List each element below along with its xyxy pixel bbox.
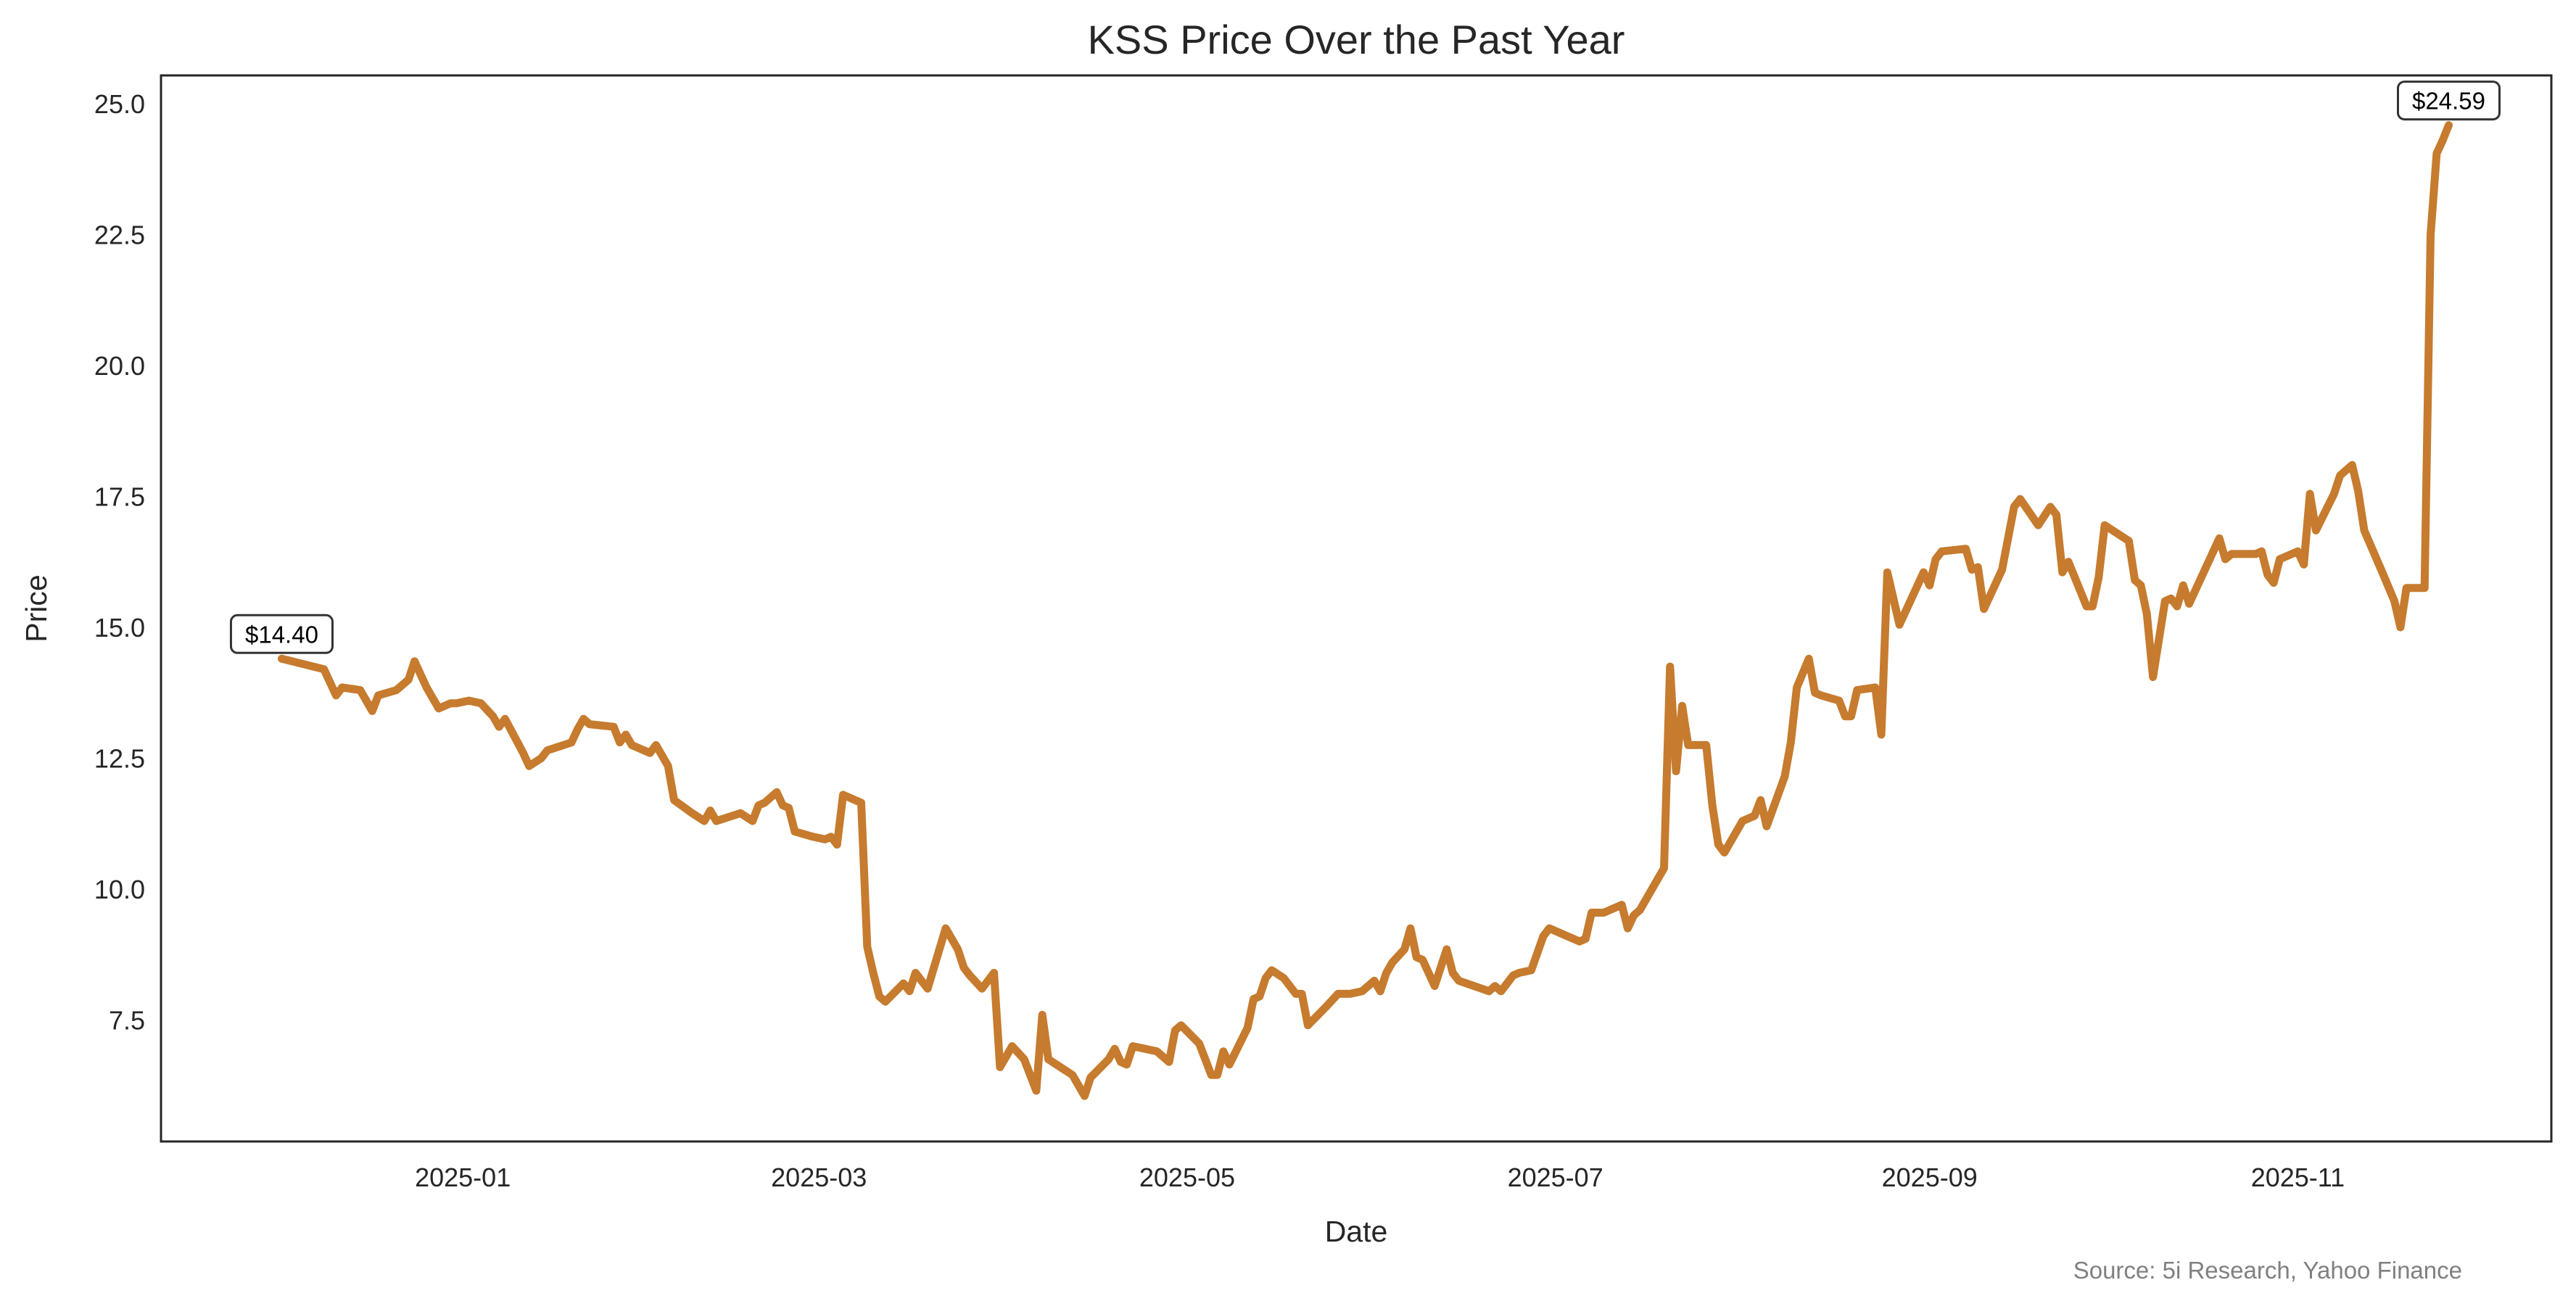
source-note: Source: 5i Research, Yahoo Finance [2073,1257,2462,1284]
series-line-kss [278,121,2453,1100]
x-axis-label: Date [1325,1215,1388,1248]
y-tick-label: 10.0 [94,875,145,904]
annotation-box [229,614,334,654]
y-tick-label: 12.5 [94,743,145,773]
x-tick-label: 2025-07 [1508,1163,1603,1192]
x-tick-label: 2025-09 [1882,1163,1978,1192]
annotations: $14.40 $24.59 [229,80,2501,654]
annotation-label: $14.40 [245,621,318,648]
y-tick-label: 17.5 [94,482,145,511]
y-axis: 7.5 10.0 12.5 15.0 17.5 20.0 22.5 25.0 [94,89,145,1036]
y-axis-label: Price [20,574,53,642]
x-tick-label: 2025-01 [415,1163,511,1192]
annotation-box [2397,80,2501,121]
price-annotation: $24.59 [2397,80,2501,121]
chart-title: KSS Price Over the Past Year [1088,17,1625,62]
plot-frame [160,74,2553,1143]
y-tick-label: 7.5 [109,1005,145,1035]
y-tick-label: 15.0 [94,613,145,643]
price-annotation: $14.40 [229,614,334,654]
y-tick-label: 25.0 [94,89,145,119]
x-tick-label: 2025-11 [2251,1163,2345,1192]
annotation-label: $24.59 [2412,88,2485,115]
y-tick-label: 22.5 [94,220,145,249]
x-tick-label: 2025-05 [1139,1163,1235,1192]
y-tick-label: 20.0 [94,351,145,381]
x-axis: 2025-01 2025-03 2025-05 2025-07 2025-09 2025-… [415,1163,2345,1192]
x-tick-label: 2025-03 [771,1163,867,1192]
